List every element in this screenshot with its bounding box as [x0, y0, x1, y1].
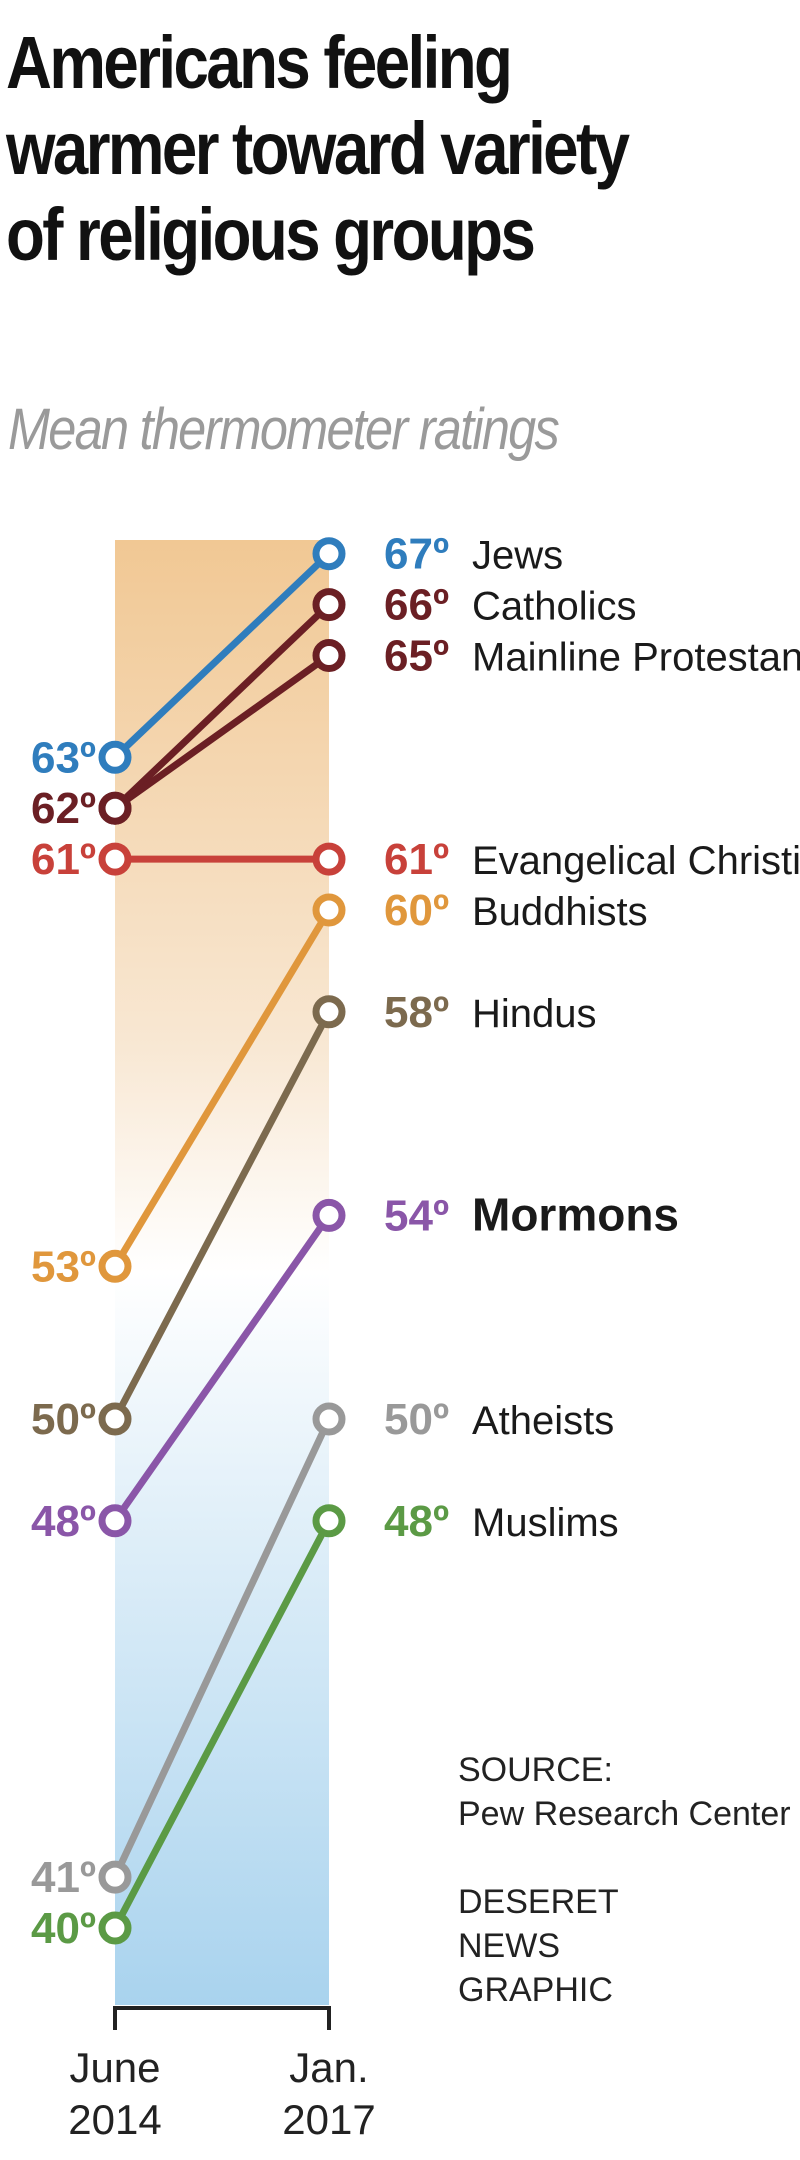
- point-evangelical-christians-start: [98, 842, 132, 876]
- x-tick-label-0-0: June: [69, 2044, 160, 2091]
- chart-title: Americans feeling warmer toward variety …: [6, 21, 630, 276]
- series-line-catholics: [112, 602, 332, 811]
- x-tick-label-0-1: 2014: [68, 2096, 161, 2143]
- point-mainline-protestants-end: [312, 639, 346, 672]
- value-label-left-62: 62º: [31, 784, 96, 833]
- point-mormons-start: [98, 1504, 132, 1538]
- point-buddhists-start: [98, 1249, 132, 1283]
- value-label-right-muslims: 48º: [384, 1497, 449, 1546]
- value-label-right-catholics: 66º: [384, 581, 449, 630]
- publisher-credit: DESERET NEWS GRAPHIC: [458, 1880, 619, 2012]
- point-evangelical-christians-end: [312, 842, 346, 876]
- point-hindus-end: [312, 995, 346, 1029]
- series-name-muslims: Muslims: [472, 1501, 619, 1545]
- series-line-muslims: [111, 1519, 333, 1930]
- series-name-jews: Jews: [472, 534, 563, 578]
- value-label-left-53: 53º: [31, 1242, 96, 1291]
- point-catholics-end: [312, 588, 346, 622]
- source-label: SOURCE:: [458, 1751, 613, 1789]
- series-line-hindus: [111, 1010, 333, 1421]
- credit-line-2: NEWS: [458, 1927, 560, 1965]
- series-name-hindus: Hindus: [472, 992, 597, 1036]
- series-name-catholics: Catholics: [472, 585, 637, 629]
- point-hindus-start: [98, 1402, 132, 1436]
- credit-line-3: GRAPHIC: [458, 1971, 613, 2009]
- point-muslims-start: [98, 1911, 132, 1945]
- series-line-mainline-protestants: [112, 652, 332, 812]
- series-line-buddhists: [111, 908, 333, 1269]
- value-label-left-48: 48º: [31, 1497, 96, 1546]
- series-line-mormons: [112, 1213, 332, 1523]
- value-label-left-40: 40º: [31, 1904, 96, 1953]
- source-name: Pew Research Center: [458, 1795, 791, 1833]
- value-label-left-61: 61º: [31, 835, 96, 884]
- point-jews-start: [98, 740, 132, 774]
- value-label-right-buddhists: 60º: [384, 886, 449, 935]
- point-muslims-end: [312, 1504, 346, 1538]
- point-mormons-end: [312, 1198, 346, 1232]
- credit-line-1: DESERET: [458, 1883, 619, 1921]
- point-buddhists-end: [312, 893, 346, 927]
- series-line-atheists: [111, 1417, 333, 1879]
- value-label-right-mainline-protestants: 65º: [384, 632, 449, 681]
- value-label-left-63: 63º: [31, 733, 96, 782]
- point-atheists-end: [312, 1402, 346, 1436]
- series-name-buddhists: Buddhists: [472, 890, 648, 934]
- x-tick-label-1-0: Jan.: [289, 2044, 368, 2091]
- value-label-left-41: 41º: [31, 1853, 96, 1902]
- value-label-right-mormons: 54º: [384, 1191, 449, 1240]
- source-credit: SOURCE: Pew Research Center: [458, 1748, 791, 1836]
- value-label-right-evangelical-christians: 61º: [384, 835, 449, 884]
- series-name-atheists: Atheists: [472, 1399, 614, 1443]
- chart-subtitle: Mean thermometer ratings: [8, 397, 560, 462]
- point-atheists-start: [98, 1860, 132, 1894]
- point-mainline-protestants-start: [98, 791, 132, 825]
- point-jews-end: [312, 537, 346, 571]
- value-label-right-jews: 67º: [384, 530, 449, 579]
- series-name-mormons: Mormons: [472, 1188, 679, 1240]
- value-label-left-50: 50º: [31, 1395, 96, 1444]
- series-name-mainline-protestants: Mainline Protestants: [472, 636, 800, 680]
- x-tick-label-1-1: 2017: [282, 2096, 375, 2143]
- series-line-jews: [112, 551, 332, 760]
- time-band: [115, 540, 329, 2005]
- value-label-right-atheists: 50º: [384, 1395, 449, 1444]
- series-name-evangelical-christians: Evangelical Christians: [472, 839, 800, 883]
- value-label-right-hindus: 58º: [384, 988, 449, 1037]
